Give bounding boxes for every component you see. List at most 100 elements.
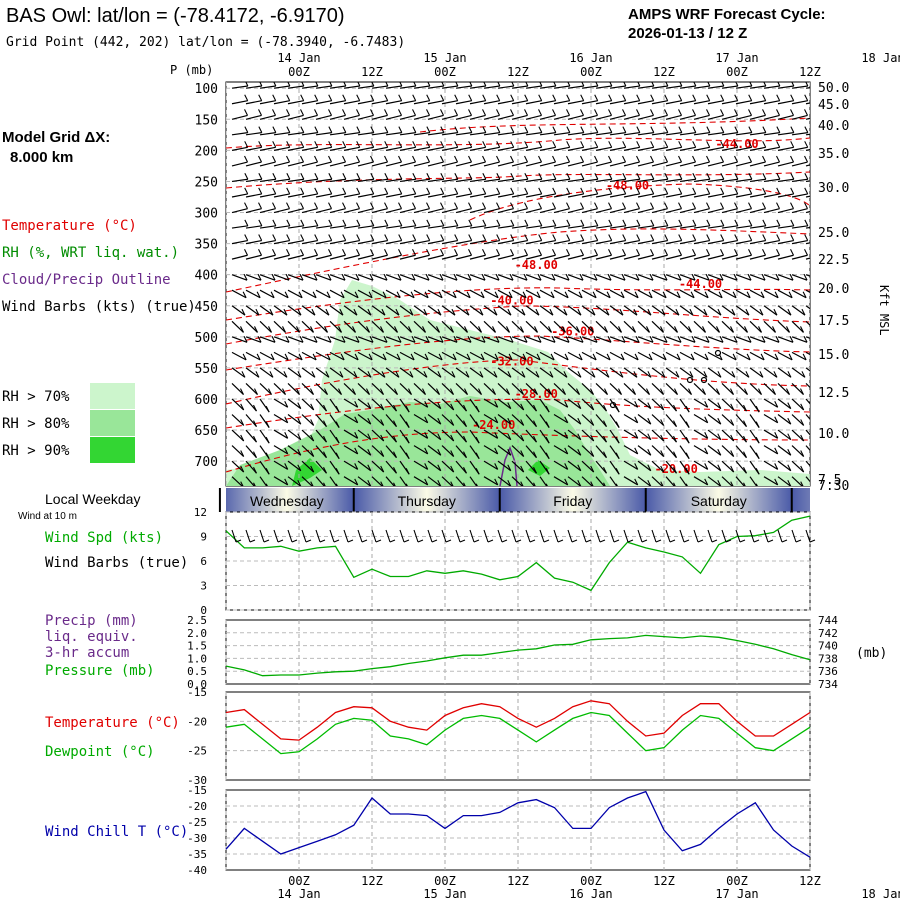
wind-barb: [427, 274, 444, 281]
height-tick-label: 15.0: [818, 348, 849, 363]
wind-barb: [287, 429, 302, 441]
wind-barb: [287, 100, 304, 105]
wind-barb: [763, 336, 780, 343]
wind-barb-flag: [240, 434, 245, 442]
wind-barb-flag: [427, 82, 431, 87]
wind-barb: [679, 239, 696, 245]
wind-barb-flag: [664, 234, 669, 241]
wind-barb-flag: [773, 308, 778, 316]
wind-barb: [693, 208, 710, 214]
wind-barb: [693, 320, 706, 333]
wind-barb-flag: [454, 141, 459, 148]
wind-barb-flag: [788, 291, 793, 298]
wind-barb-flag: [520, 434, 525, 442]
wind-barb-flag: [244, 249, 249, 256]
wind-barb: [665, 114, 682, 120]
wind-barb: [483, 132, 500, 136]
wind-barb-flag: [342, 249, 347, 256]
wind-barb-flag: [550, 291, 555, 298]
wind-barb: [553, 85, 570, 89]
wind-barb-flag: [704, 353, 709, 361]
wind-barb-flag: [674, 388, 679, 395]
wind-barb: [651, 178, 668, 183]
wind-barb: [595, 320, 608, 333]
wind-barb: [805, 242, 810, 245]
wind-barb-flag: [466, 353, 471, 361]
wind-barb: [581, 289, 597, 299]
wind-barb: [357, 146, 374, 151]
wind-barb: [455, 254, 472, 260]
wind-barb-flag: [524, 126, 529, 133]
wind-barb-flag: [579, 273, 584, 281]
wind-barb: [665, 305, 680, 316]
wind-barb: [497, 239, 514, 245]
wind-barb-flag: [650, 234, 655, 241]
wind-barb-flag: [475, 436, 480, 444]
wind-barb-flag: [577, 448, 582, 456]
wind-barb-flag: [412, 219, 417, 227]
wind-barb: [273, 336, 290, 343]
wind-barb-flag: [412, 202, 417, 209]
wind-barb: [259, 85, 276, 89]
wind-barb: [581, 414, 595, 426]
surface-wind-barb-flag: [487, 539, 494, 543]
wind-barb-flag: [594, 109, 599, 116]
wind-barb: [455, 414, 467, 427]
wind-barb-flag: [743, 482, 746, 486]
wind-barb: [609, 178, 626, 183]
wind-barb: [245, 132, 262, 136]
wind-barb: [553, 114, 570, 120]
wind-barb: [413, 383, 426, 395]
wind-barb: [525, 193, 542, 198]
wind-barb: [651, 274, 668, 281]
wind-barb-flag: [706, 94, 711, 101]
pressure-label: Pressure (mb): [45, 663, 155, 679]
wind-barb-flag: [688, 326, 693, 333]
surface-wind-barb: [329, 529, 335, 543]
wind-barb-flag: [566, 187, 571, 195]
surface-wind-barb: [441, 529, 447, 543]
wind-barb: [413, 161, 430, 167]
wind-barb-flag: [440, 249, 445, 256]
wind-barb-flag: [380, 465, 385, 473]
wind-barb: [749, 383, 762, 395]
wind-barb-flag: [660, 481, 664, 486]
wind-barb: [273, 398, 289, 408]
panel-right-tick-label: 738: [818, 652, 838, 665]
wind-barb-flag: [538, 219, 543, 227]
wind-barb-flag: [747, 273, 752, 281]
wind-barb-flag: [647, 402, 652, 409]
wind-barb-flag: [496, 141, 501, 148]
wind-barb-flag: [510, 155, 515, 163]
wind-barb: [441, 414, 455, 426]
wind-barb-flag: [286, 126, 291, 133]
wind-barb: [791, 305, 806, 316]
wind-barb: [679, 114, 696, 120]
wind-barb-flag: [468, 234, 473, 241]
temperature-contour-line: [226, 335, 810, 371]
wind-barb: [329, 85, 346, 89]
wind-barb: [245, 254, 262, 260]
wind-barb-flag: [384, 155, 389, 163]
wind-barb: [581, 476, 593, 486]
wind-barb: [735, 239, 752, 245]
wind-barb-flag: [552, 155, 557, 163]
wind-barb: [273, 85, 290, 89]
wind-barb: [441, 239, 458, 245]
wind-speed-label: Wind Spd (kts): [45, 530, 163, 546]
surface-wind-barb: [371, 529, 377, 543]
wind-barb-flag: [426, 126, 431, 133]
wind-barb: [357, 351, 373, 361]
wind-barb: [245, 85, 262, 89]
panel-frame: [225, 789, 811, 871]
wind-barb: [385, 460, 397, 474]
wind-barb: [385, 274, 402, 281]
wind-barb: [679, 289, 695, 299]
wind-barb: [539, 383, 552, 395]
wind-barb-flag: [521, 308, 526, 316]
wind-barb-flag: [338, 388, 343, 395]
wind-barb-flag: [454, 219, 459, 227]
wind-barb-flag: [594, 172, 599, 180]
wind-barb: [231, 351, 247, 361]
wind-barb: [665, 367, 680, 378]
